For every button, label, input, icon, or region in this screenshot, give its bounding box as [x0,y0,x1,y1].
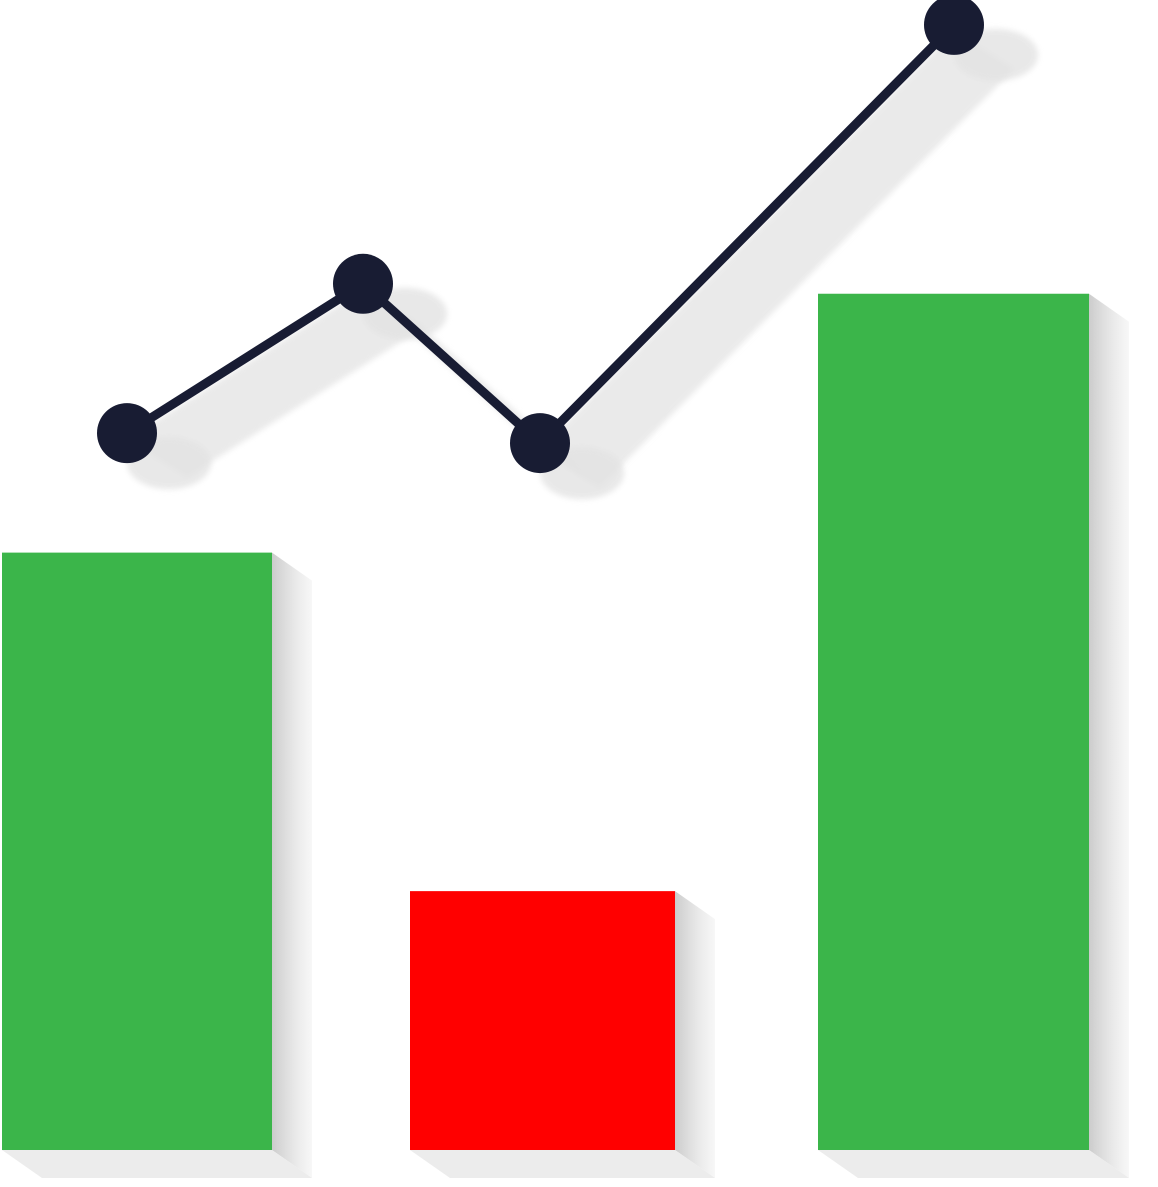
bar [410,891,675,1150]
bar-shadow-side [1089,293,1129,1178]
trend-point [924,0,984,55]
trend-line-layer [97,0,984,474]
bar-shadow-bottom [410,1150,715,1178]
bar-shadow-side [272,552,312,1178]
bar-layer [2,293,1089,1150]
trend-point [510,413,570,474]
trend-line-segment [535,20,959,448]
trend-point [333,253,393,314]
bar [818,293,1089,1150]
trend-line-segment [358,279,545,448]
bar [2,552,272,1150]
trend-line-shadow [540,30,1014,488]
trend-line-segment [122,279,368,438]
trend-line-shadow [127,289,423,478]
bar-shadow-bottom [2,1150,312,1178]
bar-shadow-bottom [818,1150,1129,1178]
bar-shadow-side [675,891,715,1178]
trend-point [97,403,157,464]
